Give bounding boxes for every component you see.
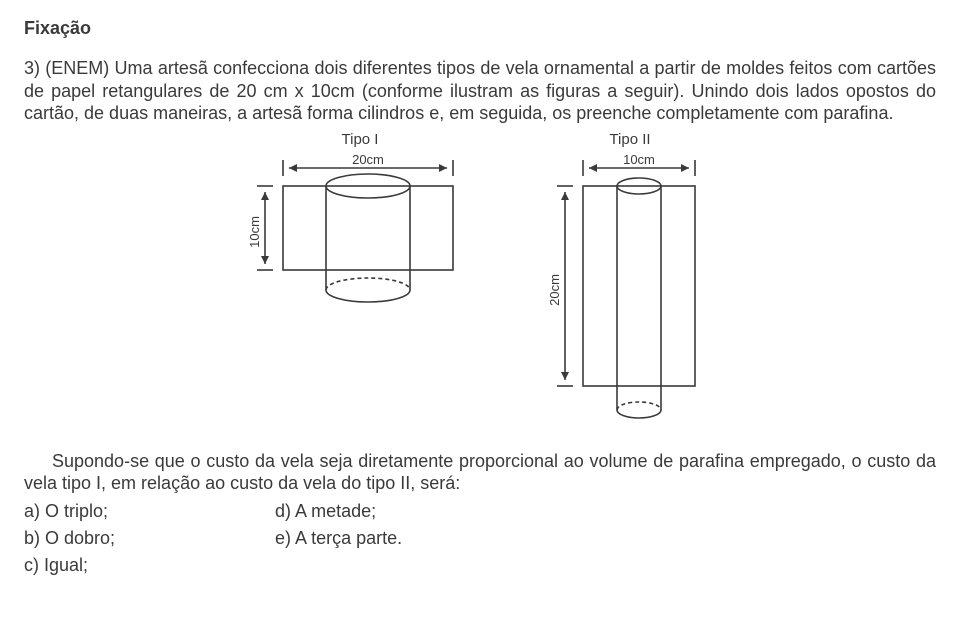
figures-row: Tipo I 20cm 10cm (24, 131, 936, 440)
question-text: 3) (ENEM) Uma artesã confecciona dois di… (24, 57, 936, 125)
fig1-side-dim: 10cm (247, 216, 262, 248)
figure-1-label: Tipo I (342, 131, 379, 148)
options-col-1: a) O triplo; b) O dobro; c) Igual; (24, 501, 115, 576)
figure-2-svg: 10cm 20cm (545, 150, 715, 440)
option-b: b) O dobro; (24, 528, 115, 549)
option-e: e) A terça parte. (275, 528, 402, 549)
fig2-top-dim: 10cm (623, 152, 655, 167)
figure-1-svg: 20cm 10cm (245, 150, 475, 320)
figure-2-label: Tipo II (609, 131, 650, 148)
figure-tipo-1: Tipo I 20cm 10cm (245, 131, 475, 440)
figure-tipo-2: Tipo II 10cm 20cm (545, 131, 715, 440)
section-title: Fixação (24, 18, 936, 39)
options: a) O triplo; b) O dobro; c) Igual; d) A … (24, 501, 936, 576)
question-followup: Supondo-se que o custo da vela seja dire… (24, 450, 936, 495)
option-c: c) Igual; (24, 555, 115, 576)
option-a: a) O triplo; (24, 501, 115, 522)
fig1-top-dim: 20cm (352, 152, 384, 167)
options-col-2: d) A metade; e) A terça parte. (275, 501, 402, 576)
fig2-side-dim: 20cm (547, 274, 562, 306)
option-d: d) A metade; (275, 501, 402, 522)
